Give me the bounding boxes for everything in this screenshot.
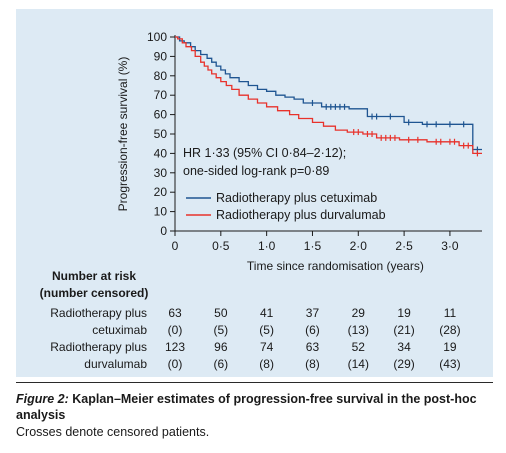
y-tick-label-50: 50 bbox=[154, 127, 168, 141]
y-axis-title: Progression-free survival (%) bbox=[116, 57, 130, 212]
at-risk-0-1: 50 bbox=[214, 306, 228, 320]
x-tick-label-5: 2·5 bbox=[395, 239, 413, 253]
y-tick-label-100: 100 bbox=[147, 30, 167, 44]
x-axis-title: Time since randomisation (years) bbox=[247, 259, 424, 273]
series-line-1 bbox=[175, 36, 482, 155]
censored-count-1-0: (0) bbox=[168, 357, 183, 371]
censored-count-0-0: (0) bbox=[168, 323, 183, 337]
y-tick-label-80: 80 bbox=[154, 69, 168, 83]
at-risk-0-2: 41 bbox=[260, 306, 274, 320]
at-risk-0-5: 19 bbox=[397, 306, 411, 320]
censored-count-1-5: (29) bbox=[393, 357, 414, 371]
at-risk-1-3: 63 bbox=[306, 340, 320, 354]
at-risk-0-6: 11 bbox=[444, 306, 457, 320]
censored-count-0-2: (5) bbox=[259, 323, 274, 337]
censored-count-1-1: (6) bbox=[213, 357, 228, 371]
y-tick-label-10: 10 bbox=[154, 205, 168, 219]
y-tick-label-70: 70 bbox=[154, 88, 168, 102]
at-risk-0-4: 29 bbox=[352, 306, 366, 320]
caption-label: Figure 2: bbox=[16, 392, 69, 406]
x-tick-label-2: 1·0 bbox=[258, 239, 276, 253]
censored-count-1-3: (8) bbox=[305, 357, 320, 371]
figure-caption: Figure 2: Kaplan–Meier estimates of prog… bbox=[16, 391, 496, 440]
risk-row-sublabel-1: durvalumab bbox=[84, 357, 147, 371]
censored-count-0-1: (5) bbox=[213, 323, 228, 337]
x-tick-label-6: 3·0 bbox=[441, 239, 459, 253]
y-tick-label-30: 30 bbox=[154, 166, 168, 180]
censored-count-0-3: (6) bbox=[305, 323, 320, 337]
censored-count-0-4: (13) bbox=[348, 323, 369, 337]
caption-note: Crosses denote censored patients. bbox=[16, 425, 210, 439]
censored-count-1-6: (43) bbox=[439, 357, 460, 371]
caption-title-text: Kaplan–Meier estimates of progression-fr… bbox=[16, 392, 477, 422]
y-tick-label-40: 40 bbox=[154, 146, 168, 160]
risk-row-label-1: Radiotherapy plus bbox=[50, 340, 147, 354]
risk-table-title: Number at risk bbox=[52, 269, 136, 283]
censored-count-1-2: (8) bbox=[259, 357, 274, 371]
km-chart: 0 10 20 30 40 50 60 70 80 90 100 0 0·5 1·0 1·5 2·0 2·5 3·… bbox=[40, 30, 482, 371]
at-risk-1-4: 52 bbox=[352, 340, 366, 354]
y-tick-label-60: 60 bbox=[154, 108, 168, 122]
risk-table-subtitle: (number censored) bbox=[40, 286, 149, 300]
y-tick-label-20: 20 bbox=[154, 185, 168, 199]
y-tick-label-0: 0 bbox=[160, 224, 167, 238]
legend-label-0: Radiotherapy plus cetuximab bbox=[216, 191, 377, 205]
x-tick-label-4: 2·0 bbox=[350, 239, 368, 253]
censored-count-1-4: (14) bbox=[348, 357, 369, 371]
at-risk-0-3: 37 bbox=[306, 306, 320, 320]
annotation-line-1: HR 1·33 (95% CI 0·84–2·12); bbox=[183, 146, 346, 160]
at-risk-1-2: 74 bbox=[260, 340, 274, 354]
caption-title: Figure 2: Kaplan–Meier estimates of prog… bbox=[16, 392, 477, 422]
at-risk-1-6: 19 bbox=[443, 340, 457, 354]
censored-count-0-6: (28) bbox=[439, 323, 460, 337]
risk-row-label-0: Radiotherapy plus bbox=[50, 306, 147, 320]
figure-panel: 0 10 20 30 40 50 60 70 80 90 100 0 0·5 1·0 1·5 2·0 2·5 3·… bbox=[16, 9, 493, 377]
caption-rule bbox=[16, 382, 493, 383]
x-tick-label-3: 1·5 bbox=[304, 239, 322, 253]
censored-count-0-5: (21) bbox=[393, 323, 414, 337]
at-risk-1-1: 96 bbox=[214, 340, 228, 354]
y-tick-label-90: 90 bbox=[154, 49, 168, 63]
x-tick-label-1: 0·5 bbox=[212, 239, 230, 253]
legend-label-1: Radiotherapy plus durvalumab bbox=[216, 208, 386, 222]
risk-row-sublabel-0: cetuximab bbox=[92, 323, 147, 337]
at-risk-0-0: 63 bbox=[168, 306, 182, 320]
series-line-0 bbox=[175, 36, 482, 151]
annotation-line-2: one-sided log-rank p=0·89 bbox=[183, 164, 329, 178]
x-tick-label-0: 0 bbox=[172, 239, 179, 253]
at-risk-1-0: 123 bbox=[165, 340, 185, 354]
at-risk-1-5: 34 bbox=[397, 340, 411, 354]
